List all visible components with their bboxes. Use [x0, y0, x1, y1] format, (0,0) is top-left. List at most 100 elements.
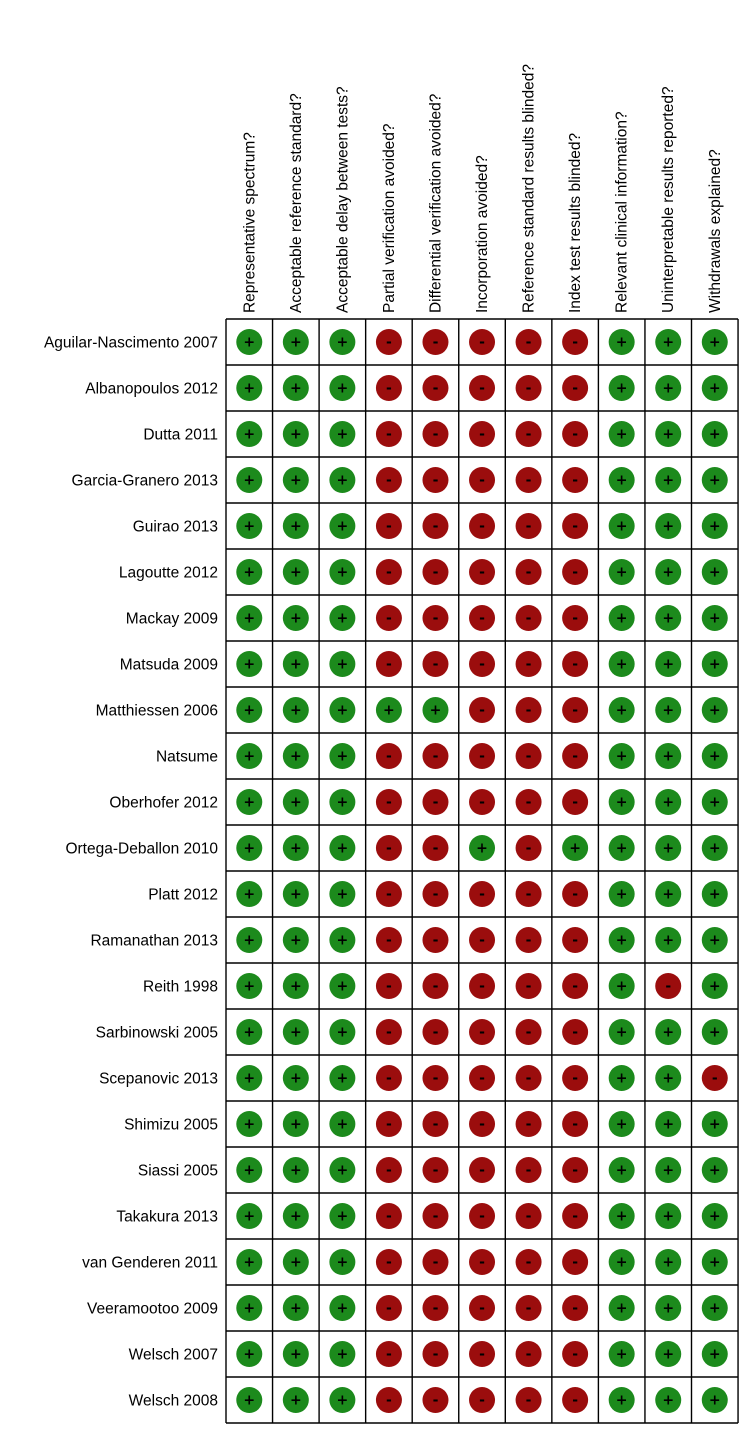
- judgement-circle: [469, 1019, 496, 1045]
- column-header: Index test results blinded?: [567, 133, 584, 313]
- low-risk-mark: +: [701, 605, 728, 631]
- judgement-symbol: -: [572, 381, 578, 397]
- judgement-circle: [422, 513, 449, 539]
- judgement-symbol: -: [526, 1301, 532, 1317]
- judgement-circle: [236, 651, 263, 677]
- judgement-symbol: +: [243, 1347, 255, 1363]
- judgement-symbol: +: [243, 1301, 255, 1317]
- judgement-symbol: -: [526, 335, 532, 351]
- judgement-circle: [562, 1111, 589, 1137]
- low-risk-mark: +: [329, 1157, 356, 1183]
- low-risk-mark: +: [655, 1387, 682, 1413]
- judgement-circle: [422, 1341, 449, 1367]
- judgement-symbol: +: [616, 1255, 628, 1271]
- study-label: Shimizu 2005: [124, 1117, 218, 1134]
- high-risk-mark: -: [422, 375, 449, 401]
- judgement-symbol: -: [479, 657, 485, 673]
- judgement-circle: [422, 329, 449, 355]
- judgement-symbol: +: [243, 657, 255, 673]
- judgement-circle: [469, 1203, 496, 1229]
- judgement-circle: [608, 1157, 635, 1183]
- low-risk-mark: +: [282, 743, 309, 769]
- judgement-circle: [282, 881, 309, 907]
- high-risk-mark: -: [515, 559, 542, 585]
- judgement-symbol: -: [433, 1071, 439, 1087]
- low-risk-mark: +: [282, 1295, 309, 1321]
- judgement-symbol: -: [386, 979, 392, 995]
- high-risk-mark: -: [422, 1295, 449, 1321]
- judgement-symbol: -: [479, 749, 485, 765]
- judgement-circle: [236, 467, 263, 493]
- high-risk-mark: -: [515, 1295, 542, 1321]
- low-risk-mark: +: [562, 835, 589, 861]
- judgement-circle: [329, 1019, 356, 1045]
- judgement-symbol: +: [662, 335, 674, 351]
- judgement-circle: [469, 1111, 496, 1137]
- judgement-circle: [329, 375, 356, 401]
- low-risk-mark: +: [329, 559, 356, 585]
- judgement-symbol: +: [337, 1117, 349, 1133]
- high-risk-mark: -: [469, 1065, 496, 1091]
- high-risk-mark: -: [562, 1019, 589, 1045]
- judgement-circle: [282, 1203, 309, 1229]
- low-risk-mark: +: [282, 467, 309, 493]
- judgement-symbol: -: [433, 979, 439, 995]
- judgement-circle: [236, 835, 263, 861]
- judgement-symbol: +: [243, 1117, 255, 1133]
- judgement-circle: [236, 1387, 263, 1413]
- judgement-circle: [375, 513, 402, 539]
- judgement-symbol: +: [337, 335, 349, 351]
- judgement-circle: [282, 789, 309, 815]
- judgement-circle: [515, 789, 542, 815]
- low-risk-mark: +: [329, 513, 356, 539]
- judgement-symbol: -: [526, 657, 532, 673]
- judgement-symbol: +: [243, 335, 255, 351]
- column-header: Relevant clinical information?: [614, 111, 631, 313]
- low-risk-mark: +: [282, 559, 309, 585]
- judgement-circle: [329, 605, 356, 631]
- judgement-symbol: +: [662, 611, 674, 627]
- judgement-symbol: -: [572, 473, 578, 489]
- high-risk-mark: -: [655, 973, 682, 999]
- high-risk-mark: -: [375, 1065, 402, 1091]
- judgement-circle: [562, 743, 589, 769]
- judgement-circle: [515, 973, 542, 999]
- low-risk-mark: +: [608, 1295, 635, 1321]
- judgement-circle: [329, 697, 356, 723]
- low-risk-mark: +: [282, 1019, 309, 1045]
- judgement-circle: [236, 1019, 263, 1045]
- low-risk-mark: +: [329, 789, 356, 815]
- judgement-symbol: -: [572, 1209, 578, 1225]
- judgement-symbol: +: [337, 1209, 349, 1225]
- judgement-circle: [282, 1019, 309, 1045]
- high-risk-mark: -: [469, 329, 496, 355]
- judgement-symbol: -: [479, 1117, 485, 1133]
- low-risk-mark: +: [608, 329, 635, 355]
- judgement-circle: [375, 881, 402, 907]
- judgement-circle: [282, 559, 309, 585]
- judgement-symbol: -: [479, 473, 485, 489]
- judgement-circle: [469, 421, 496, 447]
- judgement-circle: [701, 1065, 728, 1091]
- judgement-symbol: -: [572, 427, 578, 443]
- judgement-circle: [375, 1341, 402, 1367]
- judgement-symbol: -: [433, 1025, 439, 1041]
- high-risk-mark: -: [515, 835, 542, 861]
- low-risk-mark: +: [655, 1341, 682, 1367]
- high-risk-mark: -: [562, 881, 589, 907]
- judgement-circle: [236, 605, 263, 631]
- judgement-symbol: -: [433, 611, 439, 627]
- column-header: Acceptable reference standard?: [288, 93, 305, 313]
- judgement-symbol: +: [662, 1117, 674, 1133]
- judgement-symbol: -: [572, 1117, 578, 1133]
- judgement-symbol: -: [526, 473, 532, 489]
- judgement-symbol: +: [616, 1071, 628, 1087]
- judgement-circle: [608, 973, 635, 999]
- judgement-symbol: -: [433, 519, 439, 535]
- judgement-symbol: +: [569, 841, 581, 857]
- high-risk-mark: -: [562, 513, 589, 539]
- judgement-symbol: +: [709, 1025, 721, 1041]
- judgement-circle: [329, 973, 356, 999]
- judgement-symbol: +: [709, 841, 721, 857]
- high-risk-mark: -: [515, 1065, 542, 1091]
